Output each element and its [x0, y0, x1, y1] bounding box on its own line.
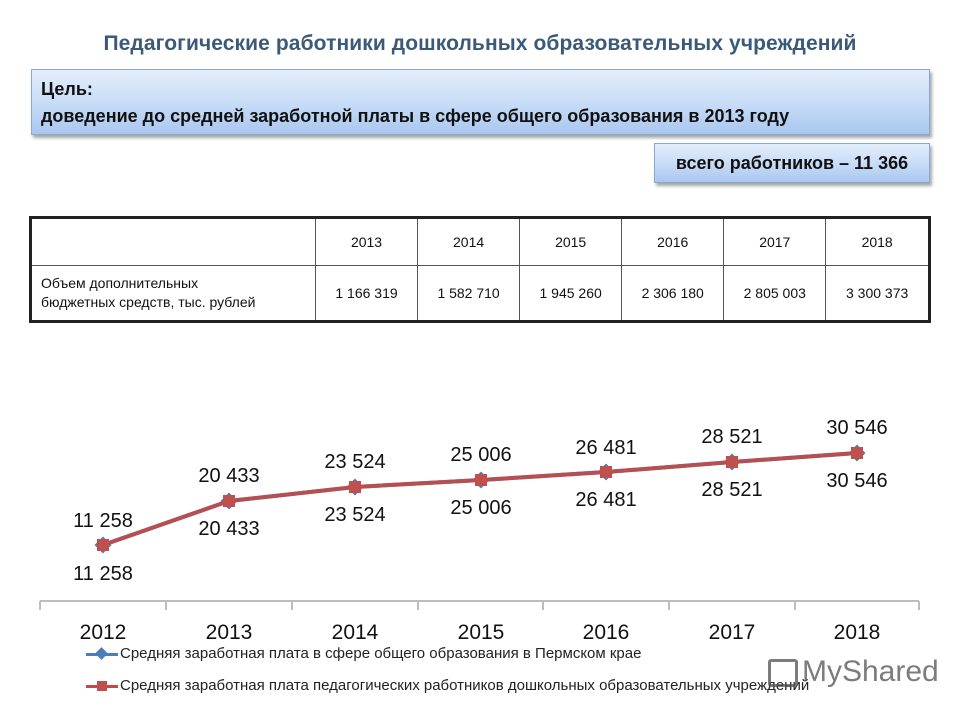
- series-markers-preschool-salary: [97, 447, 863, 551]
- header-cell: 2015: [519, 217, 623, 266]
- legend-item-regional-salary: Средняя заработная плата в сфере общего …: [86, 645, 641, 662]
- series-line-preschool-salary: [102, 451, 858, 547]
- header-cell-empty: [30, 217, 316, 266]
- data-label: 20 433: [198, 518, 259, 540]
- x-tick-label: 2012: [80, 621, 127, 644]
- goal-box: Цель: доведение до средней заработной пл…: [31, 69, 930, 135]
- row-label: Объем дополнительных бюджетных средств, …: [30, 265, 316, 322]
- page-title: Педагогические работники дошкольных обра…: [103, 32, 857, 55]
- header-cell: 2017: [723, 217, 827, 266]
- goal-label: Цель:: [41, 79, 93, 99]
- legend-label: Средняя заработная плата педагогических …: [120, 677, 810, 694]
- data-label: 30 546: [826, 417, 887, 439]
- data-label: 20 433: [198, 465, 259, 487]
- data-labels-below: 11 258 20 433 23 524 25 006 26 481 28 52…: [73, 470, 887, 585]
- x-axis-labels: 2012 2013 2014 2015 2016 2017 2018: [80, 621, 881, 644]
- legend-item-preschool-salary: Средняя заработная плата педагогических …: [86, 677, 809, 694]
- table-cell: 3 300 373: [825, 265, 930, 322]
- data-label: 30 546: [826, 470, 887, 492]
- header-cell: 2016: [621, 217, 725, 266]
- table-cell: 2 805 003: [723, 265, 827, 322]
- chart-logo-icon: [768, 659, 798, 688]
- data-label: 25 006: [450, 444, 511, 466]
- data-label: 23 524: [324, 451, 385, 473]
- table-cell: 1 582 710: [417, 265, 521, 322]
- data-label: 26 481: [575, 489, 636, 511]
- goal-text: доведение до средней заработной платы в …: [41, 106, 790, 126]
- series-markers-regional-salary: [94, 444, 866, 554]
- series-line-regional-salary: [102, 451, 858, 547]
- watermark-text: MyShared: [802, 655, 939, 688]
- header-cell: 2014: [417, 217, 521, 266]
- data-labels-above: 11 258 20 433 23 524 25 006 26 481 28 52…: [73, 417, 887, 532]
- table-cell: 1 166 319: [314, 265, 419, 322]
- data-label: 28 521: [701, 479, 762, 501]
- row-label-line: Объем дополнительных: [41, 275, 199, 291]
- table-cell: 2 306 180: [621, 265, 725, 322]
- data-label: 11 258: [73, 510, 133, 532]
- header-cell: 2013: [314, 217, 419, 266]
- data-label: 11 258: [73, 563, 133, 585]
- data-label: 25 006: [450, 497, 511, 519]
- data-label: 23 524: [324, 504, 385, 526]
- table-cell: 1 945 260: [519, 265, 623, 322]
- diamond-marker-icon: [86, 647, 118, 661]
- data-label: 26 481: [575, 437, 636, 459]
- x-tick-label: 2013: [206, 621, 253, 644]
- budget-table: 2013 2014 2015 2016 2017 2018 Объем допо…: [29, 216, 931, 323]
- header-cell: 2018: [825, 217, 930, 266]
- table-header-row: 2013 2014 2015 2016 2017 2018: [30, 217, 930, 266]
- x-axis-ticks: [39, 601, 920, 610]
- watermark: MyShared: [768, 655, 939, 689]
- x-tick-label: 2014: [332, 621, 379, 644]
- legend-label: Средняя заработная плата в сфере общего …: [120, 645, 642, 662]
- x-tick-label: 2016: [583, 621, 630, 644]
- row-label-line: бюджетных средств, тыс. рублей: [41, 294, 256, 310]
- table-row: Объем дополнительных бюджетных средств, …: [30, 265, 930, 322]
- square-marker-icon: [86, 679, 118, 693]
- data-label: 28 521: [701, 426, 762, 448]
- x-tick-label: 2015: [458, 621, 505, 644]
- x-tick-label: 2017: [709, 621, 756, 644]
- workers-total-badge: всего работников – 11 366: [654, 143, 930, 183]
- x-tick-label: 2018: [834, 621, 881, 644]
